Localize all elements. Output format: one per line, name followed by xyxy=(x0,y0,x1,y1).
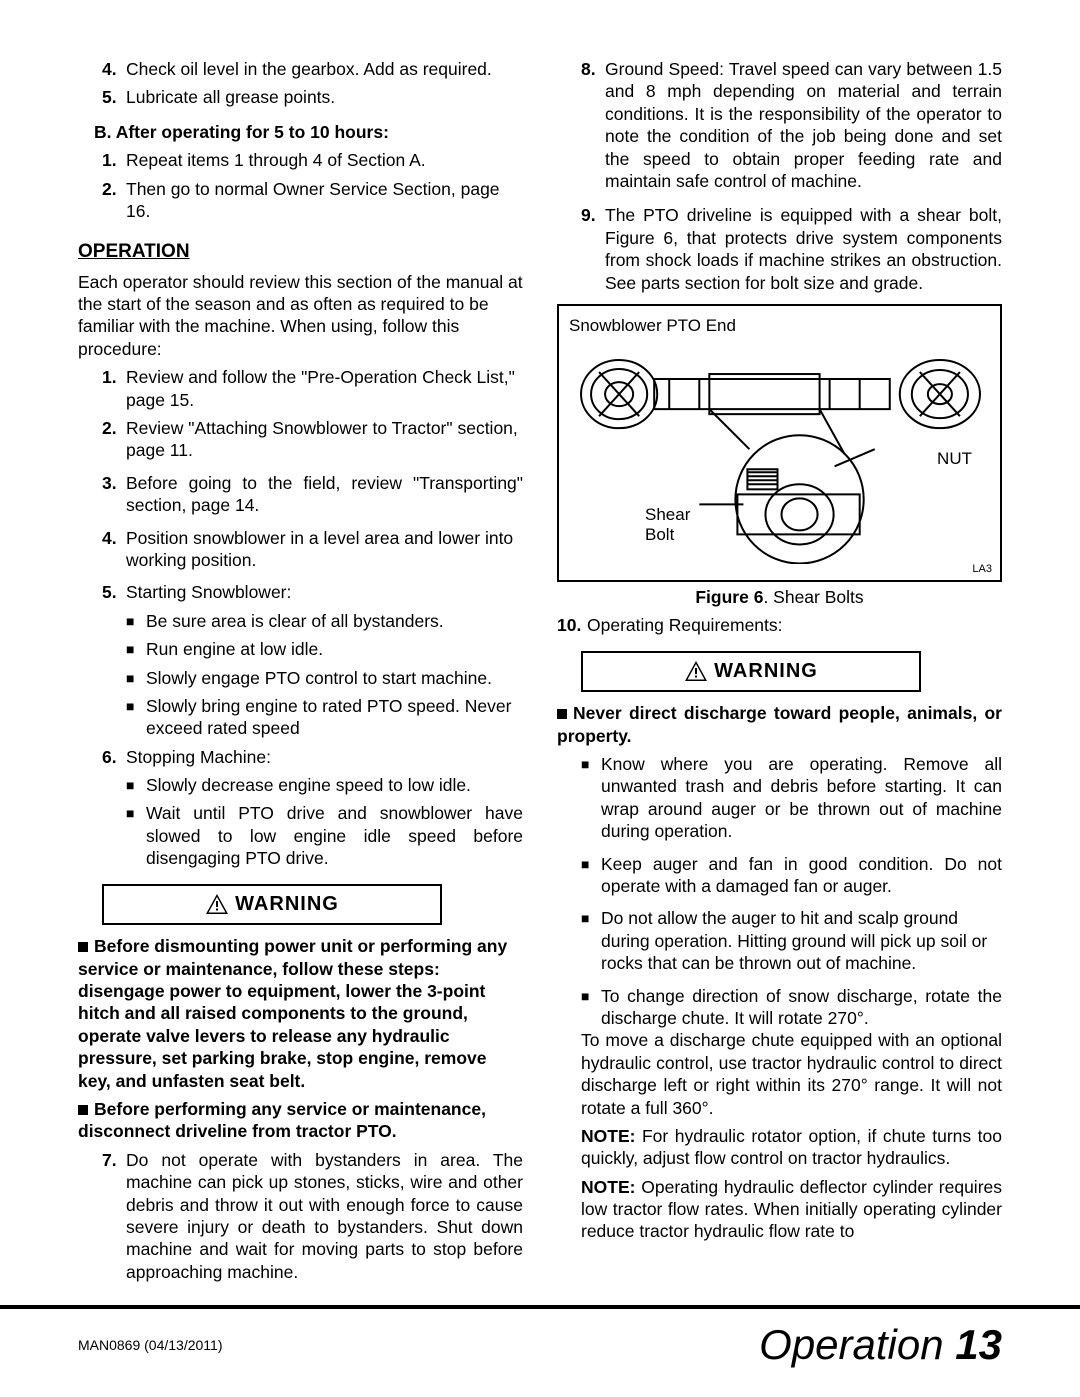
left-column: 4.Check oil level in the gearbox. Add as… xyxy=(78,58,523,1289)
warning-banner-right: WARNING xyxy=(581,651,921,693)
list-item: 5.Lubricate all grease points. xyxy=(102,86,523,108)
note-paragraph: NOTE: Operating hydraulic deflector cyli… xyxy=(557,1176,1002,1243)
operation-intro: Each operator should review this section… xyxy=(78,271,523,361)
figure-label-shear: Shear xyxy=(645,504,690,526)
warning-banner-left: WARNING xyxy=(102,884,442,926)
square-bullet-icon xyxy=(78,942,88,952)
right-column: 8.Ground Speed: Travel speed can vary be… xyxy=(557,58,1002,1289)
page-footer: MAN0869 (04/13/2011) Operation 13 xyxy=(0,1305,1080,1397)
list-item: 10.Operating Requirements: xyxy=(557,614,1002,636)
figure-inset-title: Snowblower PTO End xyxy=(569,316,736,335)
list-item: 4.Position snowblower in a level area an… xyxy=(102,527,523,572)
list-item: 1.Repeat items 1 through 4 of Section A. xyxy=(102,149,523,171)
bullet-item: ■Slowly decrease engine speed to low idl… xyxy=(78,774,523,796)
driveline-illustration xyxy=(569,354,990,565)
footer-page-label: Operation 13 xyxy=(759,1321,1002,1369)
figure-code: LA3 xyxy=(972,562,992,576)
bullet-item: ■Keep auger and fan in good condition. D… xyxy=(557,853,1002,898)
figure-6-shear-bolts: Snowblower PTO End xyxy=(557,304,1002,582)
list-item: 6.Stopping Machine: xyxy=(102,746,523,768)
figure-label-nut: NUT xyxy=(937,448,972,470)
square-bullet-icon xyxy=(78,1105,88,1115)
list-item: 3.Before going to the field, review "Tra… xyxy=(102,472,523,517)
warning-triangle-icon xyxy=(684,660,708,682)
bullet-item: ■Run engine at low idle. xyxy=(78,638,523,660)
list-item: 8.Ground Speed: Travel speed can vary be… xyxy=(581,58,1002,192)
list-item: 7.Do not operate with bystanders in area… xyxy=(102,1149,523,1283)
section-title-operation: OPERATION xyxy=(78,240,523,264)
subsection-heading: B. After operating for 5 to 10 hours: xyxy=(78,121,523,143)
page-content: 4.Check oil level in the gearbox. Add as… xyxy=(0,0,1080,1289)
list-item: 5.Starting Snowblower: xyxy=(102,581,523,603)
warning-text: Before performing any service or mainten… xyxy=(78,1098,523,1143)
bullet-item: ■Know where you are operating. Remove al… xyxy=(557,753,1002,843)
list-item: 9.The PTO driveline is equipped with a s… xyxy=(581,204,1002,294)
warning-never: Never direct discharge toward people, an… xyxy=(557,702,1002,747)
list-item: 2.Review "Attaching Snowblower to Tracto… xyxy=(102,417,523,462)
footer-doc-id: MAN0869 (04/13/2011) xyxy=(78,1337,223,1353)
bullet-item: ■Slowly engage PTO control to start mach… xyxy=(78,667,523,689)
figure-label-bolt: Bolt xyxy=(645,524,674,546)
square-bullet-icon xyxy=(557,709,567,719)
bullet-item: ■Be sure area is clear of all bystanders… xyxy=(78,610,523,632)
warning-text: Before dismounting power unit or perform… xyxy=(78,935,523,1092)
figure-caption: Figure 6. Shear Bolts xyxy=(557,586,1002,608)
bullet-item: ■Do not allow the auger to hit and scalp… xyxy=(557,907,1002,974)
bullet-item: ■Wait until PTO drive and snowblower hav… xyxy=(78,802,523,869)
list-item: 4.Check oil level in the gearbox. Add as… xyxy=(102,58,523,80)
bullet-item: ■Slowly bring engine to rated PTO speed.… xyxy=(78,695,523,740)
paragraph: To move a discharge chute equipped with … xyxy=(557,1029,1002,1119)
list-item: 2.Then go to normal Owner Service Sectio… xyxy=(102,178,523,223)
list-item: 1.Review and follow the "Pre-Operation C… xyxy=(102,366,523,411)
note-paragraph: NOTE: For hydraulic rotator option, if c… xyxy=(557,1125,1002,1170)
warning-triangle-icon xyxy=(205,893,229,915)
bullet-item: ■To change direction of snow discharge, … xyxy=(557,985,1002,1030)
